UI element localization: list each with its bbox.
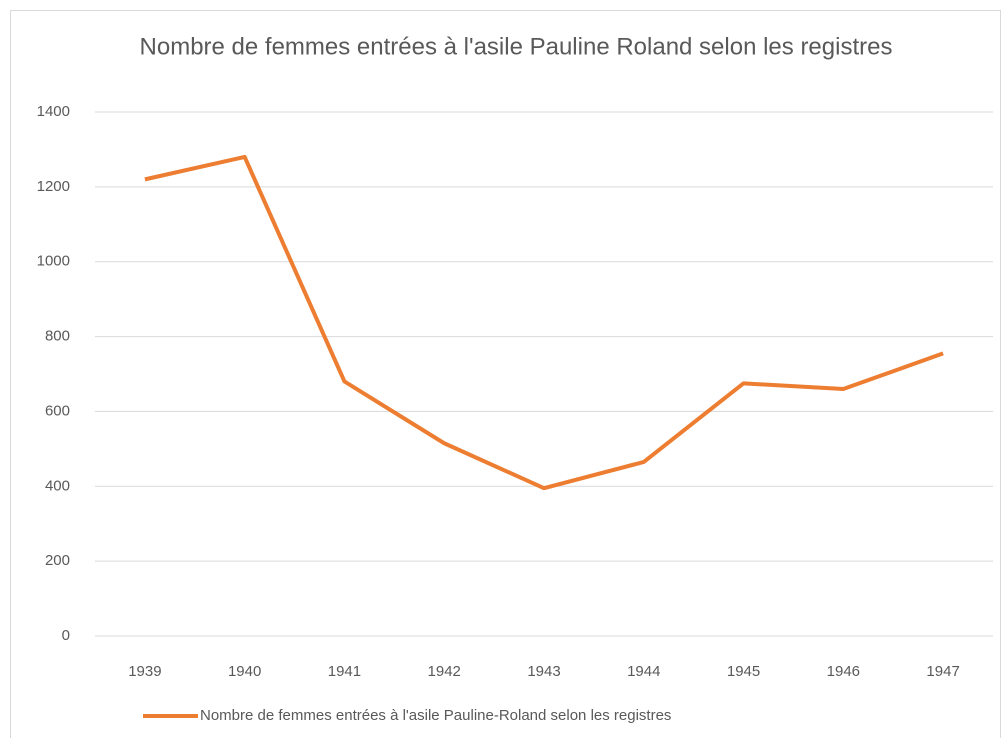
x-tick-label: 1944 bbox=[627, 663, 660, 680]
y-tick-label: 0 bbox=[62, 627, 70, 644]
x-tick-label: 1942 bbox=[428, 663, 461, 680]
x-tick-label: 1940 bbox=[228, 663, 261, 680]
y-tick-label: 1000 bbox=[37, 253, 70, 270]
y-tick-label: 200 bbox=[45, 552, 70, 569]
y-tick-label: 1400 bbox=[37, 103, 70, 120]
y-tick-label: 1200 bbox=[37, 178, 70, 195]
legend-label: Nombre de femmes entrées à l'asile Pauli… bbox=[200, 707, 671, 724]
x-tick-label: 1939 bbox=[128, 663, 161, 680]
x-tick-label: 1947 bbox=[926, 663, 959, 680]
x-tick-label: 1946 bbox=[827, 663, 860, 680]
chart-border bbox=[10, 10, 1001, 738]
y-tick-label: 600 bbox=[45, 402, 70, 419]
chart-title: Nombre de femmes entrées à l'asile Pauli… bbox=[140, 33, 893, 60]
x-tick-label: 1941 bbox=[328, 663, 361, 680]
y-tick-label: 400 bbox=[45, 477, 70, 494]
x-tick-label: 1945 bbox=[727, 663, 760, 680]
x-tick-label: 1943 bbox=[527, 663, 560, 680]
data-line bbox=[144, 154, 944, 491]
y-tick-label: 800 bbox=[45, 328, 70, 345]
